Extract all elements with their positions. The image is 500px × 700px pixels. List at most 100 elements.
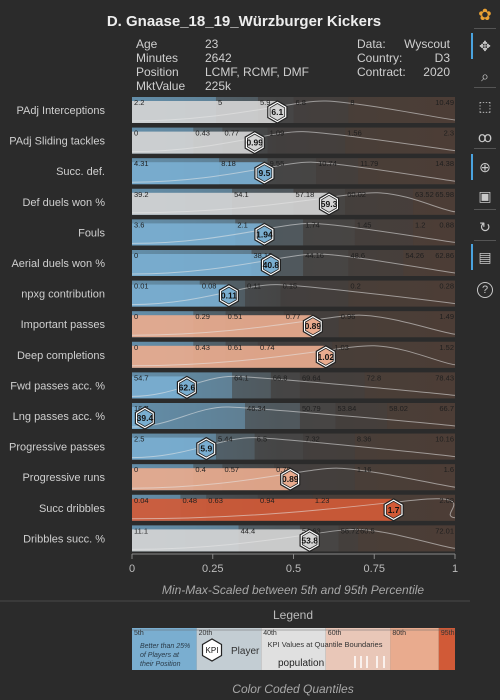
legend-percentile-label: 5th <box>134 630 144 637</box>
kpi-marker-fill <box>256 164 273 183</box>
kpi-value: 0.99 <box>246 138 263 148</box>
population-curve <box>131 437 456 459</box>
quantile-band <box>280 280 349 307</box>
kpi-marker-fill <box>246 133 263 152</box>
metric-bar <box>132 131 255 154</box>
quantile-tick-label: 39.2 <box>134 190 149 199</box>
metric-bar <box>132 345 326 368</box>
metric-row: Succ. def. 4.31 8.18 9.55 10.74 11.79 14.38 9.5 <box>56 158 456 185</box>
crosshair-icon[interactable]: ⊕ <box>471 154 495 180</box>
hover-icon[interactable]: ▤ <box>471 244 495 270</box>
quantile-tick-label: 46.34 <box>247 404 266 413</box>
kpi-value: 53.8 <box>301 535 318 545</box>
population-curve <box>131 314 456 336</box>
quantile-tick-label: 44.16 <box>305 251 324 260</box>
metric-label: Deep completions <box>17 350 106 362</box>
info-label: Data: <box>357 37 386 51</box>
quantile-tick-label: 0.63 <box>208 496 223 505</box>
metric-row: Aerial duels won % 0 38.16 44.16 48.6 54.26 62… <box>11 250 456 277</box>
kpi-value: 1.94 <box>256 229 273 239</box>
zoom-icon[interactable]: ⌕ <box>481 68 489 84</box>
quantile-tick-label: 1.49 <box>439 312 454 321</box>
kpi-value: 1.02 <box>318 352 335 362</box>
metric-label: Progressive runs <box>22 472 105 484</box>
quantile-tick-label: 3.6 <box>134 220 144 229</box>
quantile-band <box>270 372 300 399</box>
quantile-tick-label: 0.51 <box>228 312 243 321</box>
population-curve <box>131 100 456 122</box>
metric-row: Succ dribbles 0.04 0.48 0.63 0.94 1.23 2.08 1.7 <box>39 494 456 522</box>
metric-bar <box>132 192 330 215</box>
legend-percentile-label: 80th <box>392 630 406 637</box>
quantile-tick-label: 58.02 <box>389 404 408 413</box>
metric-row: Deep completions 0 0.43 0.61 0.74 1.03 1.52 1.0… <box>17 341 456 369</box>
x-tick-label: 0.75 <box>364 563 385 575</box>
kpi-marker-fill <box>263 256 279 274</box>
legend-kpi-marker <box>201 638 223 662</box>
kpi-marker-fill <box>282 470 299 489</box>
legend-percentile-label: 95th <box>441 630 455 637</box>
quantile-tick-label: 2.5 <box>134 435 144 444</box>
quantile-band <box>338 525 359 552</box>
player-info-left: Age 23 Minutes 2642 Position LCMF, RCMF, DMF M… <box>136 37 309 93</box>
chart-header: D. Gnaase_18_19_Würzburger Kickers Age 23… <box>107 13 451 93</box>
info-label: Contract: <box>357 65 406 79</box>
metric-bar <box>132 437 207 460</box>
quantile-tick-label: 10.74 <box>318 159 337 168</box>
bokeh-logo-icon[interactable]: ✿ <box>478 7 492 24</box>
quantile-tick-label: 4.31 <box>134 159 149 168</box>
x-tick-label: 1 <box>452 563 458 575</box>
quantile-tick-label: 1.74 <box>305 220 320 229</box>
quantile-tick-label: 1.56 <box>347 129 362 138</box>
lasso-icon[interactable]: ꝏ <box>477 129 493 145</box>
reset-icon[interactable]: ↻ <box>479 219 491 235</box>
quantile-tick-label: 0.08 <box>202 282 217 291</box>
quantile-tick-label: 0.4 <box>195 465 205 474</box>
legend: Legend 5th 20th 40th 60th 80th 95th Better than… <box>132 608 455 696</box>
quantile-tick-label: 0.96 <box>341 312 356 321</box>
pan-icon[interactable]: ✥ <box>471 33 495 59</box>
quantile-tick-label: 53.84 <box>337 404 356 413</box>
quantile-tick-label: 54.7 <box>134 373 149 382</box>
help-icon[interactable]: ? <box>477 282 493 298</box>
metric-label: npxg contribution <box>21 289 105 301</box>
metric-label: PAdj Sliding tackles <box>9 136 105 148</box>
chart-title: D. Gnaase_18_19_Würzburger Kickers <box>107 13 381 30</box>
info-value: 23 <box>205 37 219 51</box>
quantile-tick-label: 1.52 <box>439 343 454 352</box>
population-curve <box>131 528 456 550</box>
quantile-tick-label: 56.72 <box>341 526 360 535</box>
box-select-icon[interactable]: ⬚ <box>478 98 492 114</box>
quantile-tick-label: 50.79 <box>302 404 321 413</box>
quantile-tick-label: 1.45 <box>357 220 372 229</box>
quantile-tick-label: 2.3 <box>444 129 454 138</box>
quantile-tick-label: 0.78 <box>276 465 291 474</box>
quantile-tick-label: 66.7 <box>439 404 454 413</box>
population-curve <box>131 345 456 367</box>
population-curve <box>131 131 456 153</box>
quantile-tick-label: 1.09 <box>270 129 285 138</box>
kpi-value: 0.89 <box>305 321 322 331</box>
quantile-tick-label: 0.61 <box>228 343 243 352</box>
toolbar-separator <box>474 87 496 88</box>
quantile-tick-label: 0.57 <box>224 465 239 474</box>
metric-label: Fwd passes acc. % <box>10 380 105 392</box>
toolbar-separator <box>474 240 496 241</box>
quantile-tick-label: 0 <box>134 129 138 138</box>
kpi-value: 1.7 <box>388 505 400 515</box>
population-curve <box>131 406 456 428</box>
quantile-tick-label: 0.01 <box>134 282 149 291</box>
metric-bar <box>132 529 310 552</box>
x-axis: 0 0.25 0.5 0.75 1 <box>129 553 458 575</box>
save-icon[interactable]: ▣ <box>478 188 492 204</box>
kpi-value: 39.4 <box>137 413 154 423</box>
metric-bar <box>132 315 313 338</box>
toolbar-separator <box>474 148 496 149</box>
metric-row: Important passes 0 0.29 0.51 0.77 0.96 1.49 0.8… <box>21 311 456 338</box>
toolbar: ✿ ✥ ⌕ ⬚ ꝏ ⊕ ▣ ↻ ▤? <box>470 0 500 700</box>
metric-label: Progressive passes <box>9 442 105 454</box>
quantile-tick-label: 11.79 <box>360 159 378 168</box>
quantile-tick-label: 48.6 <box>350 251 365 260</box>
kpi-value: 40.8 <box>263 260 280 270</box>
